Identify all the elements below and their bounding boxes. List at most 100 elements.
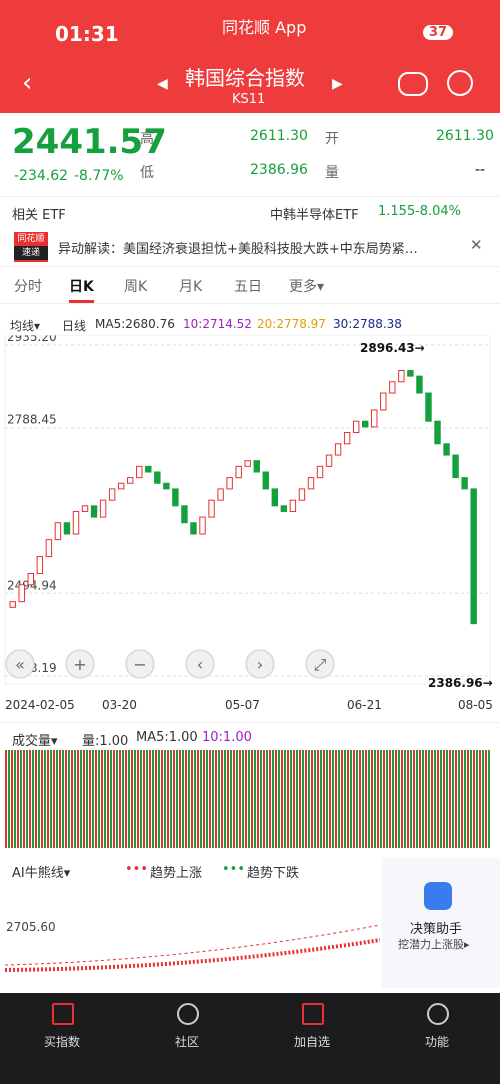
divider [0, 722, 500, 723]
candle [36, 556, 44, 574]
etf-name[interactable]: 中韩半导体ETF [270, 208, 359, 223]
nav-icon[interactable] [427, 1003, 449, 1025]
nav-label[interactable]: 加自选 [293, 1035, 330, 1049]
candle [181, 505, 188, 524]
next[interactable]: ▶ [332, 76, 343, 92]
prev[interactable]: ◀ [157, 76, 168, 92]
candle [72, 510, 80, 535]
candle [334, 443, 342, 456]
candle [389, 381, 396, 394]
ma5: MA5:2680.76 [95, 317, 175, 331]
ai-tick: 2705.60 [6, 920, 56, 934]
candle [54, 522, 62, 541]
zoom-button[interactable] [5, 649, 35, 679]
label: 高 [140, 131, 154, 147]
candle [99, 499, 107, 518]
x-tick-label: 03-20 [102, 698, 137, 712]
zoom-icon[interactable]: ‹ [197, 655, 203, 674]
zoom-button[interactable] [65, 649, 95, 679]
label: 开 [325, 131, 339, 147]
x-tick-label: 05-07 [225, 698, 260, 712]
battery: 37 [423, 25, 454, 40]
label: 量 [325, 165, 339, 181]
candle [117, 482, 125, 490]
ai-sel[interactable]: AI牛熊线▾ [12, 866, 71, 881]
candle [45, 539, 53, 558]
title: 韩国综合指数 [185, 66, 305, 90]
candle [235, 465, 242, 479]
candle [136, 465, 143, 479]
assist-sub: 挖潜力上涨股▸ [398, 938, 470, 951]
candle [163, 482, 170, 490]
label: 低 [140, 165, 154, 181]
annotation: 2386.96→ [428, 676, 493, 690]
dots: ••• [222, 862, 246, 877]
candle [127, 477, 134, 484]
zoom-button[interactable] [245, 649, 275, 679]
candle [298, 488, 306, 501]
zoom-icon[interactable]: ⤢ [314, 655, 327, 674]
plot-frame [4, 335, 491, 685]
nav-icon[interactable] [302, 1003, 324, 1025]
search[interactable] [447, 70, 473, 96]
candle [190, 522, 197, 535]
back[interactable]: ‹ [22, 68, 33, 98]
x-tick-label: 2024-02-05 [5, 698, 75, 712]
candle [289, 499, 297, 512]
tab[interactable]: 周K [124, 279, 148, 295]
ma-type: 日线 [62, 319, 87, 333]
annotation: 2896.43→ [360, 341, 425, 355]
tab[interactable]: 月K [179, 279, 203, 295]
zoom-icon[interactable]: + [73, 655, 86, 674]
candle [416, 375, 423, 394]
candle [217, 488, 224, 501]
nav-label[interactable]: 社区 [174, 1035, 199, 1049]
zoom-icon[interactable]: − [133, 655, 146, 674]
candle [362, 420, 369, 428]
robot[interactable] [398, 72, 428, 96]
price: 2441.57 [12, 122, 167, 162]
zoom-button[interactable] [125, 649, 155, 679]
zoom-icon[interactable]: › [257, 655, 263, 674]
divider [0, 196, 500, 197]
tab[interactable]: 日K [69, 276, 94, 303]
time: 01:31 [55, 22, 119, 46]
candle [154, 471, 161, 484]
tab[interactable]: 更多▾ [289, 279, 325, 295]
nav-label[interactable]: 功能 [424, 1035, 449, 1049]
ai-up: 趋势上涨 [150, 866, 203, 881]
candle [407, 369, 414, 377]
tab[interactable]: 五日 [234, 279, 262, 295]
high: 2611.30 [250, 128, 308, 144]
candle [398, 369, 405, 383]
nav-label[interactable]: 买指数 [43, 1035, 80, 1049]
candle [226, 477, 233, 490]
assist: 决策助手 [410, 922, 463, 937]
volume-bars [5, 750, 490, 848]
assist-card[interactable] [382, 858, 500, 988]
candle [27, 572, 35, 586]
y-tick-label: 2935.20 [7, 335, 57, 344]
candle [108, 488, 116, 501]
vol: 量:1.00 [82, 734, 129, 749]
nav-icon[interactable] [52, 1003, 74, 1025]
zoom-icon[interactable]: « [15, 655, 25, 674]
ma-sel[interactable]: 均线▾ [10, 319, 41, 333]
tab[interactable]: 分时 [14, 279, 42, 295]
ma30: 30:2788.38 [333, 317, 402, 331]
zoom-button[interactable] [305, 649, 335, 679]
etf-pct: -8.04% [415, 204, 461, 219]
news[interactable]: 异动解读：美国经济衰退担忧+美股科技股大跌+中东局势紧… [58, 242, 418, 257]
close[interactable]: ✕ [470, 236, 483, 254]
ma20: 20:2778.97 [257, 317, 326, 331]
trend [5, 924, 380, 966]
candle [307, 477, 315, 490]
zoom-button[interactable] [185, 649, 215, 679]
vol-sel[interactable]: 成交量▾ [12, 734, 58, 749]
candle [199, 516, 206, 535]
candle [470, 488, 477, 625]
dots: ••• [125, 862, 149, 877]
candle [380, 392, 387, 411]
nav-icon[interactable] [177, 1003, 199, 1025]
vol-ma5: MA5:1.00 [136, 730, 198, 745]
